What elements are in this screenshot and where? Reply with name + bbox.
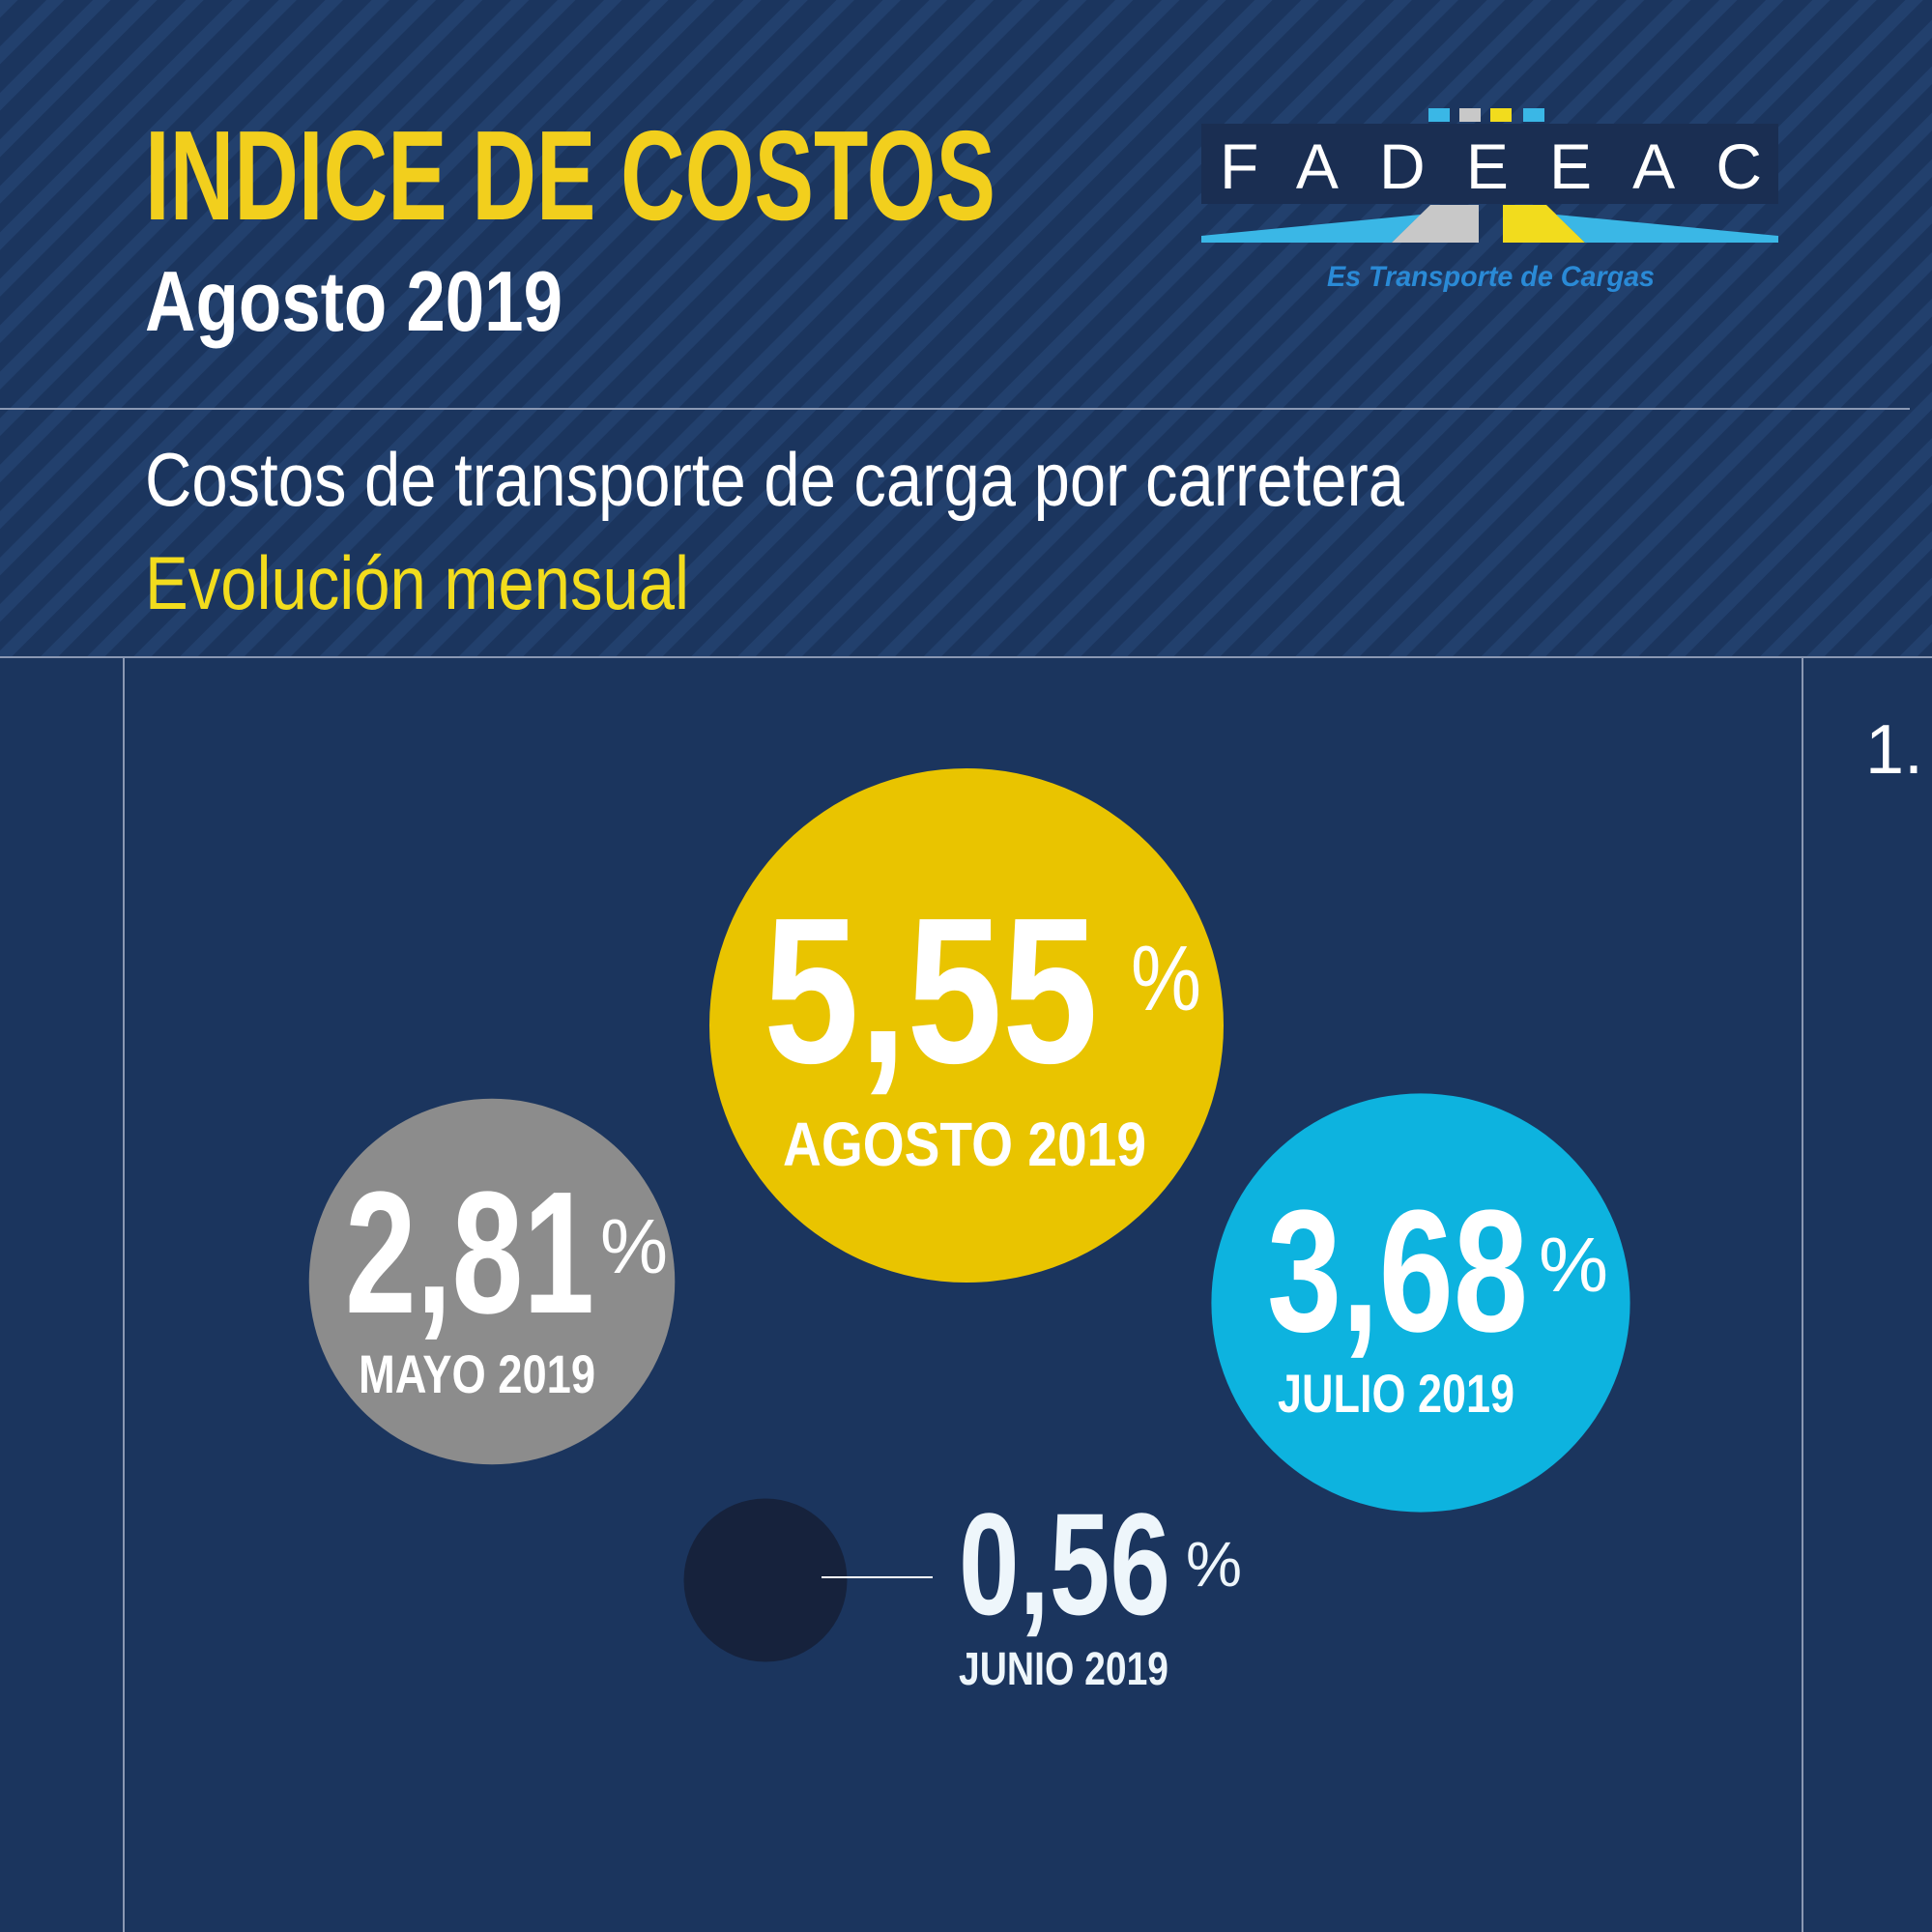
logo-square (1523, 108, 1544, 122)
logo-road (1201, 215, 1421, 243)
header-background (0, 0, 1932, 657)
category-label: JULIO 2019 (1278, 1363, 1514, 1424)
bubble (683, 1498, 848, 1662)
logo-square (1459, 108, 1481, 122)
logo-band (1201, 124, 1778, 204)
logo-road (1503, 205, 1585, 243)
page-number: 1. (1865, 711, 1923, 789)
logo: FADEEAC Es Transporte de Cargas (1201, 108, 1778, 293)
value-label: 2,81 (345, 1156, 594, 1350)
subtitle: Agosto 2019 (145, 253, 562, 349)
logo-tagline: Es Transporte de Cargas (1327, 261, 1655, 293)
bubble (709, 768, 1224, 1283)
logo-road (1392, 205, 1479, 243)
value-label: 5,55 (764, 874, 1098, 1107)
category-label: JUNIO 2019 (959, 1644, 1168, 1695)
logo-road (1556, 215, 1778, 243)
logo-square (1428, 108, 1450, 122)
unit-label: % (1131, 927, 1201, 1030)
category-label: AGOSTO 2019 (783, 1110, 1146, 1179)
unit-label: % (1539, 1222, 1608, 1308)
bubble (1211, 1093, 1630, 1513)
highlight: Evolución mensual (145, 540, 689, 625)
description: Costos de transporte de carga por carret… (145, 437, 1405, 522)
category-label: MAYO 2019 (359, 1343, 595, 1404)
bubble (308, 1098, 676, 1465)
logo-name: FADEEAC (1220, 130, 1762, 202)
unit-label: % (600, 1203, 668, 1289)
unit-label: % (1186, 1528, 1242, 1600)
title: INDICE DE COSTOS (145, 104, 995, 246)
value-label: 3,68 (1267, 1174, 1528, 1369)
value-label: 0,56 (959, 1483, 1170, 1645)
logo-square (1490, 108, 1512, 122)
